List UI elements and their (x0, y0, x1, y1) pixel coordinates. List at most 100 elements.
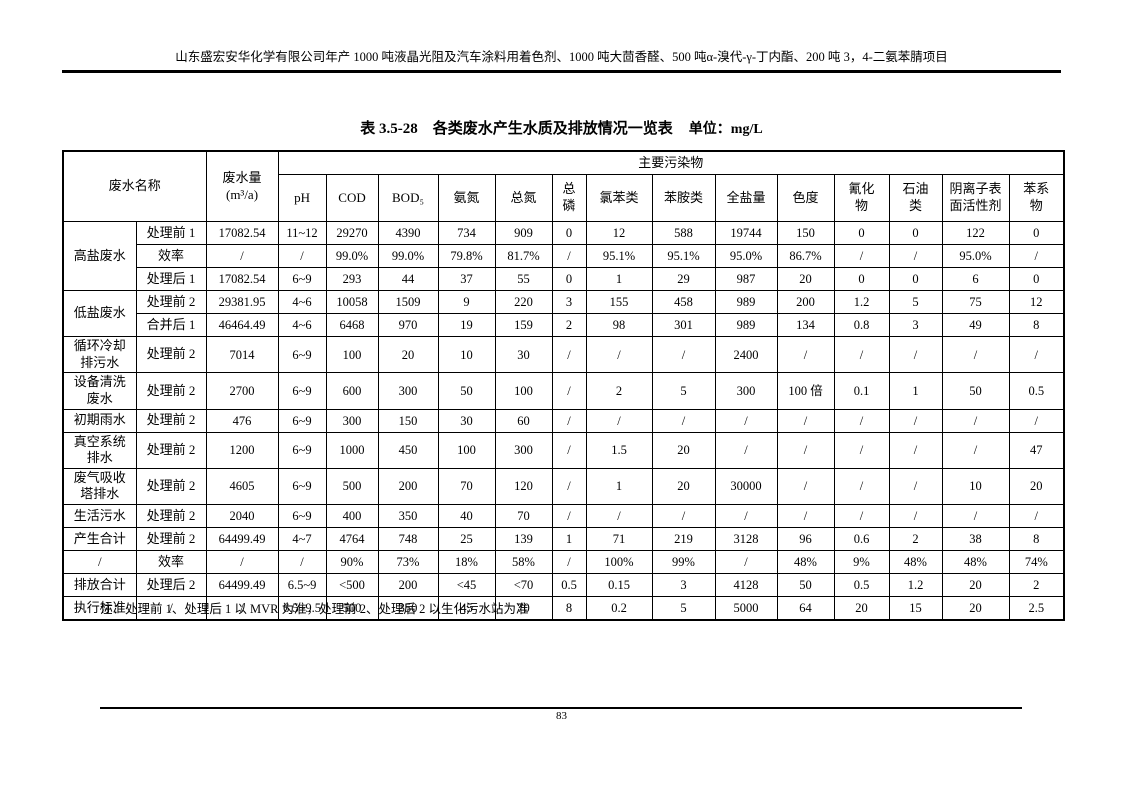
value-cell: / (277, 244, 327, 268)
value-cell: 5000 (714, 596, 778, 621)
value-cell: 4~6 (277, 290, 327, 314)
value-cell: 0 (551, 267, 587, 291)
table-unit-label: 单位：mg/L (688, 122, 763, 137)
value-cell: 3 (888, 313, 943, 337)
value-cell: 987 (714, 267, 778, 291)
value-cell: 0 (888, 221, 943, 245)
value-cell: 2 (551, 313, 587, 337)
value-cell: / (585, 335, 653, 374)
value-cell: 200 (776, 290, 835, 314)
value-cell: / (1008, 244, 1065, 268)
col-header-wastewater-name: 废水名称 (62, 150, 207, 222)
document-header: 山东盛宏安华化学有限公司年产 1000 吨液晶光阻及汽车涂料用着色剂、1000 … (62, 46, 1061, 73)
pollutant-column-header: 阴离子表 面活性剂 (941, 174, 1010, 222)
value-cell: 99% (651, 550, 716, 574)
value-cell: 150 (377, 408, 439, 433)
value-cell: 450 (377, 431, 439, 469)
value-cell: 0 (833, 267, 890, 291)
value-cell: 17082.54 (205, 267, 279, 291)
value-cell: 98 (585, 313, 653, 337)
wastewater-name-cell: 循环冷却 排污水 (62, 335, 137, 374)
pollutant-column-header: 苯胺类 (651, 174, 716, 222)
value-cell: 0 (1008, 267, 1065, 291)
value-cell: 46464.49 (205, 313, 279, 337)
value-cell: 9% (833, 550, 890, 574)
value-cell: 100 (437, 431, 496, 469)
wastewater-name-cell: 初期雨水 (62, 408, 137, 433)
value-cell: / (714, 408, 778, 433)
wastewater-name-cell: 生活污水 (62, 504, 137, 528)
value-cell: / (714, 550, 778, 574)
value-cell: / (888, 504, 943, 528)
value-cell: 139 (494, 527, 553, 551)
wastewater-name-cell: 设备清洗 废水 (62, 372, 137, 410)
treatment-stage-cell: 处理后 2 (135, 573, 207, 597)
pollutant-column-header: 氰化 物 (833, 174, 890, 222)
value-cell: 600 (325, 372, 379, 410)
table-row: 低盐废水 处理前 2 29381.95 4~6 10058 1509 9 220 3 155 458… (62, 290, 1065, 337)
value-cell: 400 (325, 504, 379, 528)
pollutant-column-header: BOD₅ (377, 174, 439, 222)
value-cell: 75 (941, 290, 1010, 314)
value-cell: 20 (941, 596, 1010, 621)
value-cell: <70 (494, 573, 553, 597)
value-cell: 19744 (714, 221, 778, 245)
value-cell: 48% (776, 550, 835, 574)
value-cell: 95.0% (941, 244, 1010, 268)
value-cell: 0 (833, 221, 890, 245)
value-cell: 500 (325, 467, 379, 506)
col-header-volume: 废水量 (m³/a) (205, 150, 279, 222)
page-number: 83 (556, 710, 567, 722)
value-cell: 5 (888, 290, 943, 314)
treatment-stage-cell: 处理前 2 (135, 504, 207, 528)
value-cell: 81.7% (494, 244, 553, 268)
value-cell: / (833, 431, 890, 469)
value-cell: 95.1% (651, 244, 716, 268)
value-cell: 4605 (205, 467, 279, 506)
pollutant-column-header: 氨氮 (437, 174, 496, 222)
value-cell: / (551, 504, 587, 528)
value-cell: 2 (1008, 573, 1065, 597)
value-cell: / (941, 431, 1010, 469)
value-cell: 134 (776, 313, 835, 337)
value-cell: 44 (377, 267, 439, 291)
value-cell: 6~9 (277, 467, 327, 506)
value-cell: 48% (941, 550, 1010, 574)
value-cell: / (585, 408, 653, 433)
value-cell: 20 (651, 467, 716, 506)
value-cell: / (551, 550, 587, 574)
value-cell: 50 (437, 372, 496, 410)
value-cell: / (551, 335, 587, 374)
value-cell: / (205, 550, 279, 574)
treatment-stage-cell: 处理前 2 (135, 408, 207, 433)
value-cell: / (776, 431, 835, 469)
value-cell: 6~9 (277, 335, 327, 374)
value-cell: 293 (325, 267, 379, 291)
value-cell: / (888, 467, 943, 506)
value-cell: 300 (714, 372, 778, 410)
value-cell: 0.1 (833, 372, 890, 410)
value-cell: 20 (651, 431, 716, 469)
value-cell: 1.5 (585, 431, 653, 469)
value-cell: 6~9 (277, 504, 327, 528)
table-row: 废气吸收 塔排水 处理前 2 4605 6~9 500 200 70 120/1 20 30000… (62, 467, 1065, 506)
value-cell: 150 (776, 221, 835, 245)
value-cell: 95.1% (585, 244, 653, 268)
value-cell: 6 (941, 267, 1010, 291)
value-cell: / (776, 335, 835, 374)
value-cell: 99.0% (325, 244, 379, 268)
value-cell: 47 (1008, 431, 1065, 469)
pollutant-column-header: COD (325, 174, 379, 222)
value-cell: 70 (494, 596, 553, 621)
value-cell: / (941, 408, 1010, 433)
value-cell: / (833, 504, 890, 528)
value-cell: 9 (437, 290, 496, 314)
treatment-stage-cell: 合并后 1 (135, 313, 207, 337)
value-cell: 300 (377, 372, 439, 410)
wastewater-name-cell: 真空系统 排水 (62, 431, 137, 469)
value-cell: 71 (585, 527, 653, 551)
value-cell: / (888, 431, 943, 469)
value-cell: / (714, 504, 778, 528)
value-cell: 95.0% (714, 244, 778, 268)
value-cell: 30 (437, 408, 496, 433)
